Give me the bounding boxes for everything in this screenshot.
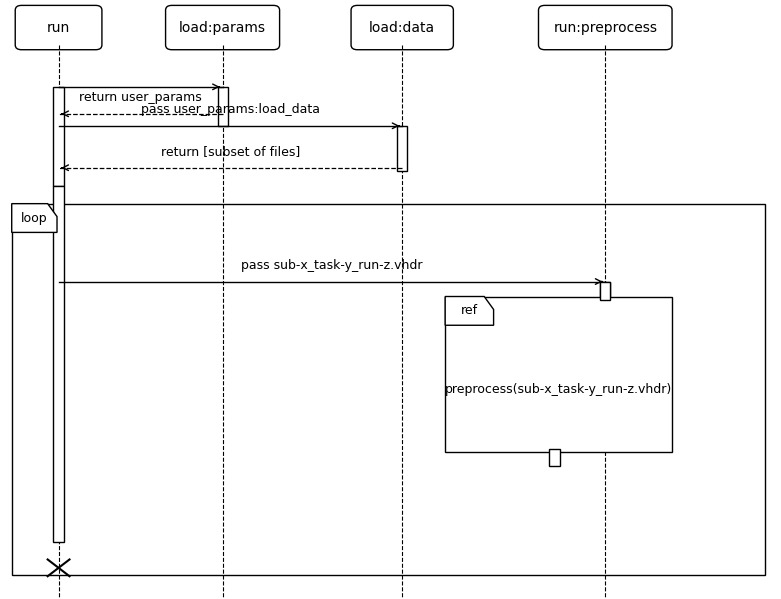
Text: ref: ref bbox=[461, 304, 478, 317]
Polygon shape bbox=[12, 204, 57, 232]
Text: load:data: load:data bbox=[369, 20, 435, 35]
Bar bbox=[53, 186, 63, 542]
Bar bbox=[12, 204, 765, 575]
FancyBboxPatch shape bbox=[15, 5, 102, 50]
Text: return user_params: return user_params bbox=[79, 91, 202, 104]
Bar bbox=[398, 126, 408, 171]
FancyBboxPatch shape bbox=[539, 5, 672, 50]
Text: pass user_params:load_data: pass user_params:load_data bbox=[141, 103, 320, 116]
Text: preprocess(sub-x_task-y_run-z.vhdr): preprocess(sub-x_task-y_run-z.vhdr) bbox=[445, 383, 672, 396]
Bar bbox=[601, 282, 611, 300]
FancyBboxPatch shape bbox=[351, 5, 453, 50]
Polygon shape bbox=[445, 297, 494, 325]
Text: pass sub-x_task-y_run-z.vhdr: pass sub-x_task-y_run-z.vhdr bbox=[241, 259, 423, 272]
Bar bbox=[53, 87, 63, 186]
Bar bbox=[601, 282, 611, 300]
Bar bbox=[445, 297, 672, 452]
Text: run:preprocess: run:preprocess bbox=[553, 20, 658, 35]
Bar bbox=[217, 87, 228, 126]
FancyBboxPatch shape bbox=[166, 5, 280, 50]
Text: return [subset of files]: return [subset of files] bbox=[161, 145, 300, 158]
Text: load:params: load:params bbox=[179, 20, 266, 35]
Text: loop: loop bbox=[21, 211, 48, 225]
Text: run: run bbox=[47, 20, 70, 35]
Bar bbox=[549, 449, 559, 466]
